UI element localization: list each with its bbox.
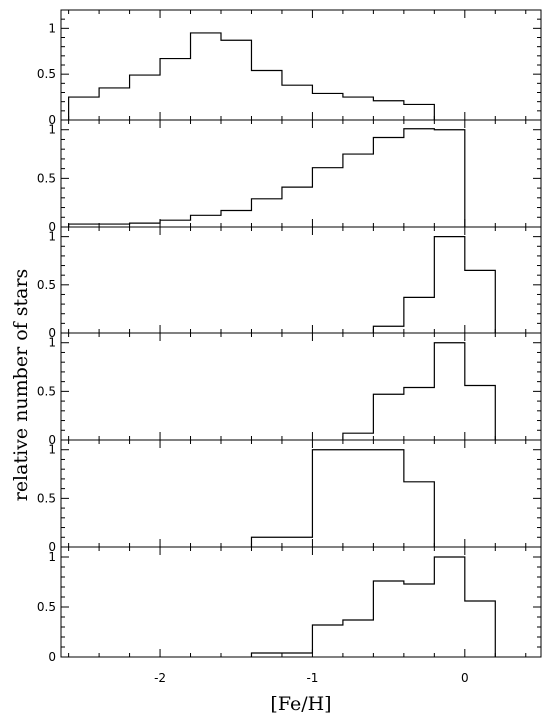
histogram-bin — [434, 557, 464, 657]
histogram-bin — [373, 101, 403, 120]
histogram-outline — [250, 556, 496, 657]
histogram-bin — [373, 138, 403, 227]
histogram-bin — [373, 326, 403, 333]
y-tick-label: 1 — [48, 230, 56, 244]
panel-2: 00.51 — [37, 119, 542, 234]
histogram-bin — [373, 450, 403, 547]
x-tick-label: -1 — [306, 671, 318, 685]
x-axis-title: [Fe/H] — [270, 693, 331, 715]
histogram-bin — [373, 581, 403, 657]
histogram-bin — [434, 237, 464, 333]
histogram-bin — [69, 97, 99, 120]
histogram-bin — [343, 97, 373, 120]
histogram-bin — [99, 88, 129, 120]
histogram-bin — [404, 104, 434, 120]
panel-1: 00.51 — [37, 9, 542, 127]
histogram-bin — [251, 199, 281, 227]
y-tick-label: 0 — [48, 540, 56, 554]
y-tick-label: 0.5 — [37, 491, 56, 505]
y-tick-label: 0 — [48, 326, 56, 340]
histogram-bin — [312, 450, 342, 547]
histogram-outline — [250, 449, 435, 547]
panel-frame — [60, 9, 542, 121]
histogram-outline — [68, 32, 435, 120]
histogram-bin — [343, 433, 373, 440]
histogram-bin — [312, 625, 342, 657]
histogram-bin — [404, 297, 434, 333]
y-tick-label: 0.5 — [37, 278, 56, 292]
histogram-bin — [160, 59, 190, 120]
y-tick-label: 0 — [48, 113, 56, 127]
histogram-bin — [343, 154, 373, 227]
histogram-bin — [312, 93, 342, 120]
histogram-bin — [221, 210, 251, 227]
histogram-bin — [404, 584, 434, 657]
histogram-bin — [191, 33, 221, 120]
panel-frame — [60, 439, 542, 548]
y-axis-title: relative number of stars — [10, 269, 32, 502]
histogram-bin — [404, 129, 434, 227]
histogram-bin — [191, 215, 221, 227]
histogram-bin — [221, 40, 251, 120]
histogram-bin — [343, 450, 373, 547]
histogram-bin — [465, 270, 495, 333]
histogram-bin — [373, 394, 403, 440]
panel-6: 0 0.5 1 -2 -1 0 — [37, 546, 542, 685]
panel-frame — [60, 546, 542, 658]
y-tick-label: 1 — [48, 21, 56, 35]
histogram-outline — [372, 236, 496, 333]
y-tick-label: 1 — [48, 550, 56, 564]
histogram-bin — [251, 537, 281, 547]
y-tick-label: 0 — [48, 433, 56, 447]
histogram-bin — [404, 387, 434, 440]
histogram-bin — [465, 386, 495, 440]
y-tick-label: 0.5 — [37, 67, 56, 81]
histogram-outline — [342, 342, 496, 440]
y-tick-label: 0 — [48, 220, 56, 234]
histogram-bin — [130, 75, 160, 120]
histogram-bin — [251, 71, 281, 121]
x-tick-label: -2 — [154, 671, 166, 685]
histogram-bin — [160, 220, 190, 227]
y-tick-label: 0.5 — [37, 600, 56, 614]
panel-frame — [60, 119, 542, 228]
panel-frame — [60, 332, 542, 441]
panel-frame — [60, 226, 542, 334]
panel-5: 00.51 — [37, 439, 542, 554]
panel-4: 00.51 — [37, 332, 542, 447]
histogram-bin — [282, 537, 312, 547]
histogram-bin — [282, 187, 312, 227]
y-tick-label: 0.5 — [37, 384, 56, 398]
panel-3: 00.51 — [37, 226, 542, 340]
histogram-outline — [68, 128, 466, 227]
histogram-bin — [434, 130, 464, 227]
x-tick-label: 0 — [461, 671, 469, 685]
y-tick-label: 0 — [48, 650, 56, 664]
y-tick-label: 1 — [48, 336, 56, 350]
histogram-bin — [282, 85, 312, 120]
histogram-bin — [404, 482, 434, 547]
y-tick-label: 0.5 — [37, 171, 56, 185]
histogram-bin — [434, 343, 464, 440]
histogram-bin — [312, 168, 342, 227]
y-tick-label: 1 — [48, 443, 56, 457]
y-tick-label: 1 — [48, 123, 56, 137]
histogram-bin — [343, 620, 373, 657]
histogram-bin — [465, 601, 495, 657]
